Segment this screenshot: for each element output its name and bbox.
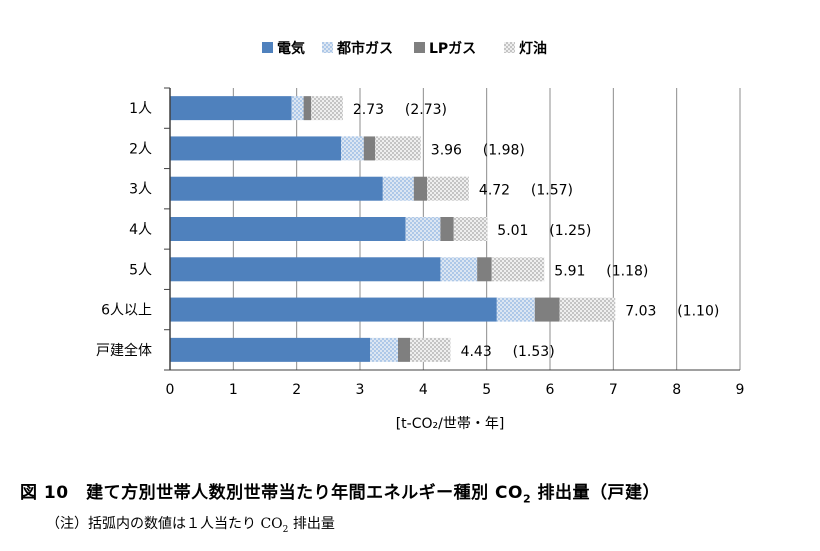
- bar-6-2: [398, 337, 411, 362]
- chart-axes: 0 1 2 3 4 5 6 7 8 9 [t-CO₂/世帯・年]: [164, 87, 745, 432]
- x-tick-label-6: 6: [546, 382, 555, 398]
- category-label-3: 4人: [129, 222, 152, 238]
- x-axis-title: [t-CO₂/世帯・年]: [396, 416, 505, 432]
- x-tick-label-9: 9: [736, 382, 745, 398]
- bar-4-3: [491, 257, 545, 282]
- per-person-label-1: (1.98): [483, 142, 525, 158]
- chart-bars: 2.73 (2.73) 1人 3.96 (1.98) 2人 4.72 (1.57) 3人 5.01…: [96, 96, 719, 362]
- bar-0-1: [291, 96, 304, 121]
- bar-2-1: [382, 176, 414, 201]
- bar-1-1: [341, 136, 364, 161]
- legend-swatch-0: [262, 42, 273, 53]
- total-label-4: 5.91: [554, 263, 585, 279]
- bar-6-3: [410, 337, 451, 362]
- bar-3-0: [170, 217, 406, 241]
- x-tick-label-3: 3: [356, 382, 365, 398]
- bar-3-3: [453, 217, 488, 241]
- bar-4-0: [170, 257, 441, 282]
- bar-5-1: [496, 297, 535, 322]
- legend-swatch-1: [322, 42, 333, 53]
- bar-1-0: [170, 136, 341, 161]
- x-tick-label-7: 7: [609, 382, 618, 398]
- per-person-label-5: (1.10): [677, 304, 719, 320]
- per-person-label-0: (2.73): [405, 102, 447, 118]
- chart: 電気 都市ガス LPガス 灯油 2.73 (2.73) 1人 3.96 (1.98) 2人 4.7…: [96, 40, 745, 432]
- note-subscript: 2: [282, 524, 289, 535]
- note-text: （注）括弧内の数値は１人当たり CO: [46, 516, 283, 532]
- bar-1-2: [363, 136, 376, 161]
- per-person-label-2: (1.57): [531, 183, 573, 199]
- bar-6-0: [170, 337, 371, 362]
- chart-legend: 電気 都市ガス LPガス 灯油: [262, 40, 547, 57]
- category-label-6: 戸建全体: [96, 342, 152, 359]
- bar-4-2: [477, 257, 492, 282]
- bar-0-2: [303, 96, 312, 121]
- legend-label-0: 電気: [277, 40, 305, 57]
- figure-title-subscript: 2: [522, 492, 532, 506]
- bar-3-1: [405, 217, 441, 241]
- legend-label-1: 都市ガス: [336, 40, 393, 57]
- x-tick-label-5: 5: [482, 382, 491, 398]
- per-person-label-4: (1.18): [606, 263, 648, 279]
- bar-4-1: [440, 257, 478, 282]
- legend-label-2: LPガス: [429, 41, 476, 57]
- bar-0-0: [170, 96, 292, 121]
- bar-6-1: [370, 337, 398, 362]
- x-tick-label-0: 0: [166, 382, 175, 398]
- x-tick-label-1: 1: [229, 382, 238, 398]
- category-label-2: 3人: [129, 182, 152, 198]
- per-person-label-3: (1.25): [549, 223, 591, 239]
- total-label-5: 7.03: [625, 304, 656, 320]
- bar-5-2: [534, 297, 560, 322]
- bar-3-2: [440, 217, 454, 241]
- category-label-5: 6人以上: [101, 303, 152, 319]
- figure-note: （注）括弧内の数値は１人当たり CO2 排出量: [46, 513, 335, 535]
- legend-label-3: 灯油: [519, 40, 547, 57]
- category-label-0: 1人: [129, 101, 152, 117]
- note-tail: 排出量: [288, 516, 335, 532]
- figure-number: 図 10: [20, 483, 69, 503]
- category-label-4: 5人: [129, 262, 152, 278]
- legend-swatch-2: [414, 42, 425, 53]
- bar-2-0: [170, 176, 383, 201]
- bar-5-0: [170, 297, 497, 322]
- x-tick-label-8: 8: [672, 382, 681, 398]
- legend-swatch-3: [504, 42, 515, 53]
- x-tick-label-4: 4: [419, 382, 428, 398]
- total-label-2: 4.72: [479, 183, 510, 199]
- bar-2-2: [413, 176, 428, 201]
- bar-2-3: [427, 176, 469, 201]
- figure-title: 建て方別世帯人数別世帯当たり年間エネルギー種別 CO: [86, 483, 523, 503]
- figure-title-tail: 排出量（戸建）: [531, 483, 661, 503]
- category-label-1: 2人: [129, 141, 152, 157]
- per-person-label-6: (1.53): [513, 344, 555, 360]
- total-label-6: 4.43: [461, 344, 492, 360]
- total-label-3: 5.01: [497, 223, 528, 239]
- bar-0-3: [311, 96, 343, 121]
- total-label-0: 2.73: [353, 102, 384, 118]
- total-label-1: 3.96: [431, 142, 462, 158]
- x-tick-label-2: 2: [292, 382, 301, 398]
- bar-5-3: [559, 297, 616, 322]
- figure-caption: 図 10 建て方別世帯人数別世帯当たり年間エネルギー種別 CO2 排出量（戸建）: [20, 478, 660, 505]
- bar-1-3: [375, 136, 421, 161]
